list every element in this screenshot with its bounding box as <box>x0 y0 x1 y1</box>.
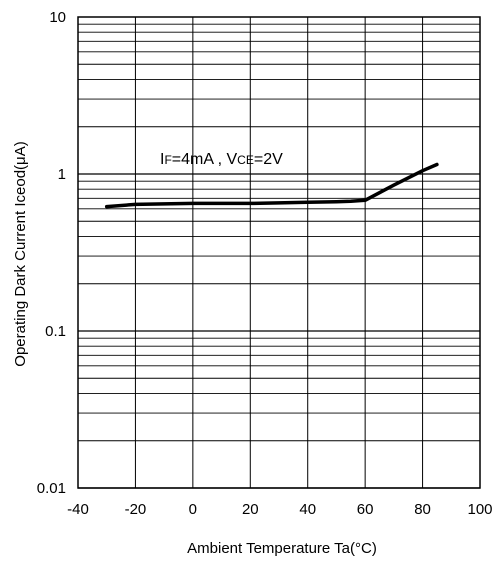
annotation-i-sub: F <box>164 153 171 167</box>
x-tick-label: 80 <box>414 501 431 518</box>
y-axis-title: Operating Dark Current Iceod(μA) <box>12 141 29 366</box>
annotation-i: I <box>160 151 164 168</box>
x-tick-label: 40 <box>299 501 316 518</box>
y-tick-label: 10 <box>49 9 66 26</box>
annotation-v-sub: CE <box>237 153 254 167</box>
annotation-end: =2V <box>254 151 283 168</box>
y-tick-labels: 0.01 0.1 1 10 <box>37 9 66 497</box>
series-layer <box>104 162 439 209</box>
y-tick-label: 1 <box>58 166 66 183</box>
annotation-mid: =4mA , V <box>172 151 238 168</box>
x-tick-label: 0 <box>189 501 197 518</box>
x-tick-label: -40 <box>67 501 89 518</box>
series-line <box>104 162 439 209</box>
y-tick-label: 0.01 <box>37 480 66 497</box>
x-tick-label: 60 <box>357 501 374 518</box>
condition-annotation: IF=4mA , VCE=2V <box>160 151 283 168</box>
x-tick-label: 20 <box>242 501 259 518</box>
x-tick-labels: -40 -20 0 20 40 60 80 100 <box>67 501 492 518</box>
plot-frame <box>77 16 481 489</box>
x-tick-label: 100 <box>467 501 492 518</box>
grid-lines <box>77 17 481 489</box>
x-tick-label: -20 <box>125 501 147 518</box>
y-tick-label: 0.1 <box>45 323 66 340</box>
x-axis-title: Ambient Temperature Ta(°C) <box>187 540 377 557</box>
